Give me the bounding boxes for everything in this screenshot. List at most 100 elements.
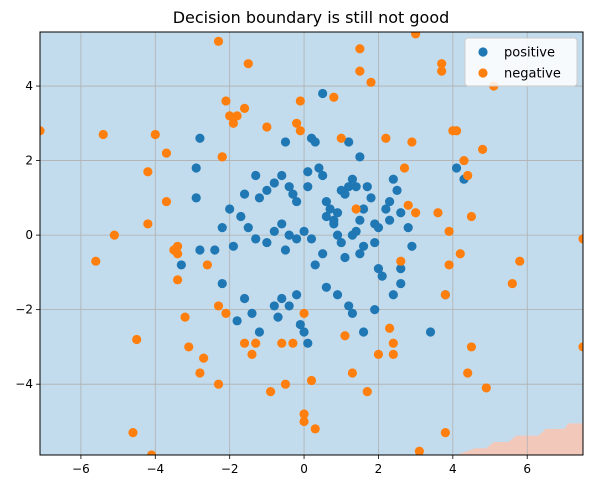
negative-point <box>143 167 152 176</box>
negative-point <box>389 350 398 359</box>
positive-point <box>385 216 394 225</box>
negative-point <box>363 387 372 396</box>
positive-point <box>262 186 271 195</box>
negative-point <box>433 208 442 217</box>
negative-point <box>467 342 476 351</box>
positive-point <box>251 234 260 243</box>
positive-point <box>303 182 312 191</box>
positive-point <box>177 260 186 269</box>
negative-point <box>411 208 420 217</box>
positive-point <box>407 242 416 251</box>
positive-point <box>244 223 253 232</box>
negative-point <box>218 152 227 161</box>
positive-point <box>255 193 264 202</box>
positive-point <box>218 279 227 288</box>
negative-point <box>299 309 308 318</box>
positive-point <box>355 216 364 225</box>
legend-marker-positive <box>478 47 487 56</box>
negative-point <box>110 231 119 240</box>
negative-point <box>407 137 416 146</box>
negative-point <box>415 447 424 456</box>
positive-point <box>318 249 327 258</box>
negative-point <box>337 134 346 143</box>
positive-point <box>355 152 364 161</box>
positive-point <box>299 227 308 236</box>
negative-point <box>240 104 249 113</box>
positive-point <box>355 249 364 258</box>
positive-point <box>363 182 372 191</box>
negative-point <box>251 339 260 348</box>
negative-point <box>266 387 275 396</box>
positive-point <box>392 186 401 195</box>
x-tick-label: 0 <box>300 462 308 476</box>
positive-point <box>348 231 357 240</box>
negative-point <box>366 78 375 87</box>
positive-point <box>255 327 264 336</box>
negative-point <box>281 380 290 389</box>
negative-point <box>99 130 108 139</box>
positive-point <box>192 193 201 202</box>
positive-point <box>303 167 312 176</box>
negative-point <box>437 67 446 76</box>
positive-point <box>307 234 316 243</box>
x-tick-label: 4 <box>449 462 457 476</box>
negative-point <box>452 126 461 135</box>
negative-point <box>463 171 472 180</box>
positive-point <box>333 208 342 217</box>
legend-label-negative: negative <box>504 67 561 82</box>
negative-point <box>296 126 305 135</box>
negative-point <box>262 122 271 131</box>
positive-point <box>359 327 368 336</box>
positive-point <box>229 242 238 251</box>
negative-point <box>195 368 204 377</box>
negative-point <box>456 249 465 258</box>
negative-point <box>132 335 141 344</box>
negative-point <box>221 309 230 318</box>
positive-point <box>385 197 394 206</box>
x-tick-label: 6 <box>523 462 531 476</box>
positive-point <box>281 245 290 254</box>
positive-point <box>192 163 201 172</box>
negative-point <box>340 331 349 340</box>
negative-point <box>214 37 223 46</box>
positive-point <box>277 294 286 303</box>
positive-point <box>352 182 361 191</box>
negative-point <box>355 44 364 53</box>
negative-point <box>128 428 137 437</box>
positive-point <box>240 294 249 303</box>
negative-point <box>288 339 297 348</box>
positive-point <box>270 178 279 187</box>
negative-point <box>441 428 450 437</box>
negative-point <box>173 249 182 258</box>
negative-point <box>162 149 171 158</box>
positive-point <box>285 301 294 310</box>
positive-point <box>389 290 398 299</box>
y-tick-label: −2 <box>15 303 33 317</box>
negative-point <box>441 290 450 299</box>
positive-point <box>370 219 379 228</box>
negative-point <box>184 342 193 351</box>
positive-point <box>218 223 227 232</box>
positive-point <box>233 316 242 325</box>
positive-point <box>236 212 245 221</box>
negative-point <box>404 201 413 210</box>
positive-point <box>370 238 379 247</box>
negative-point <box>381 134 390 143</box>
negative-point <box>180 313 189 322</box>
decision-region-background <box>40 32 583 455</box>
legend-marker-negative <box>478 68 487 77</box>
negative-point <box>277 339 286 348</box>
negative-point <box>296 96 305 105</box>
negative-point <box>508 279 517 288</box>
positive-point <box>285 231 294 240</box>
negative-point <box>445 260 454 269</box>
negative-point <box>389 339 398 348</box>
negative-point <box>374 350 383 359</box>
negative-point <box>151 130 160 139</box>
y-tick-label: −4 <box>15 377 33 391</box>
negative-point <box>214 301 223 310</box>
negative-point <box>221 96 230 105</box>
negative-point <box>214 380 223 389</box>
positive-point <box>292 290 301 299</box>
